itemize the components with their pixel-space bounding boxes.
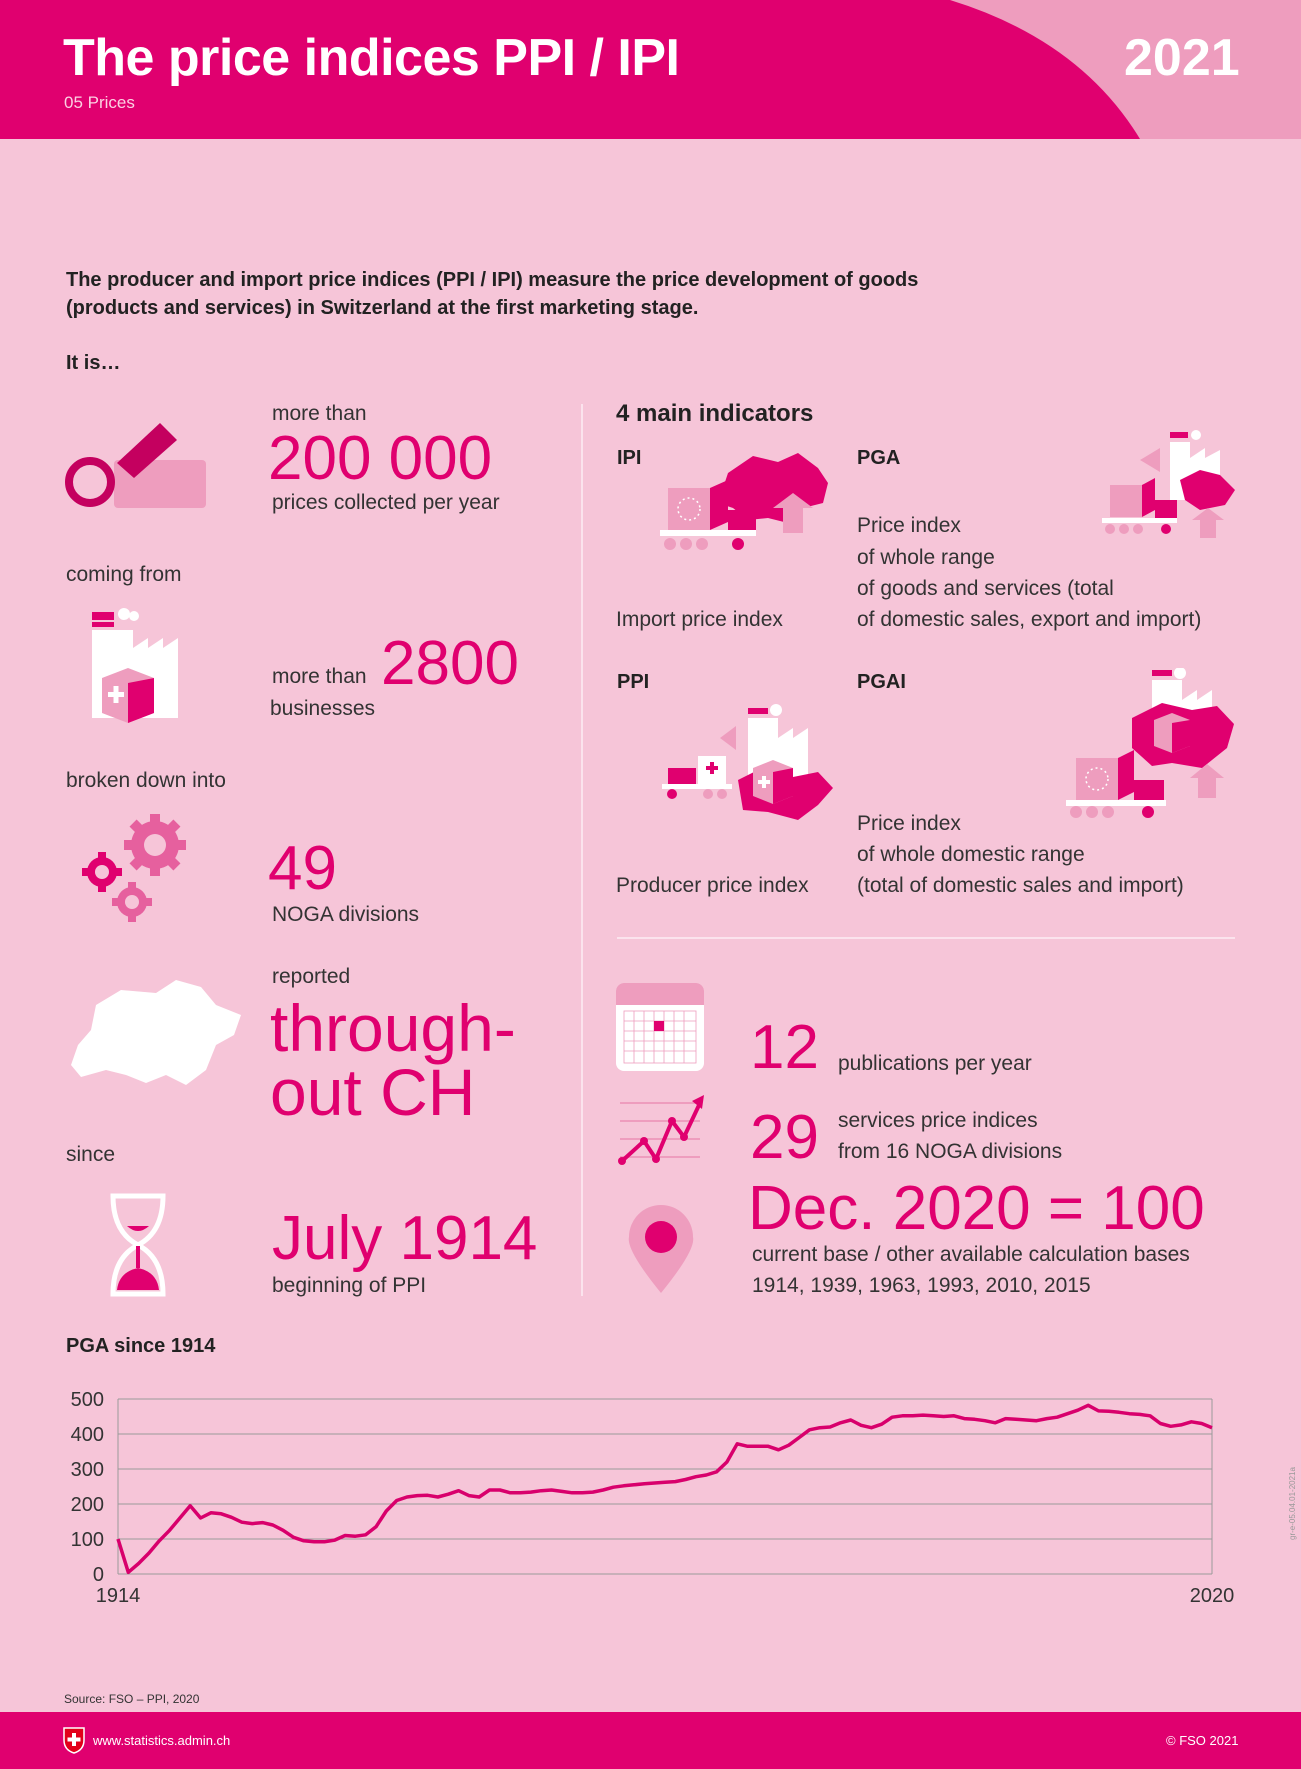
- pgai-combined-icon: [1066, 668, 1234, 818]
- header-decoration: [950, 0, 1301, 139]
- ppi-code: PPI: [617, 671, 650, 693]
- x-tick-label: 1914: [96, 1585, 141, 1607]
- ppi-desc: Producer price index: [616, 874, 809, 897]
- gears-icon: [82, 814, 186, 922]
- swiss-crest-icon: [63, 1727, 85, 1754]
- column-divider: [581, 404, 583, 1296]
- july-post: beginning of PPI: [272, 1274, 427, 1297]
- ipi-code: IPI: [617, 447, 642, 469]
- footer-copyright: © FSO 2021: [1166, 1733, 1239, 1748]
- reported-line2: out CH: [270, 1055, 476, 1129]
- base-label1: current base / other available calculati…: [752, 1243, 1190, 1266]
- footer-url-link[interactable]: www.statistics.admin.ch: [93, 1733, 231, 1748]
- reported-label: reported: [272, 965, 351, 988]
- indicators-heading: 4 main indicators: [616, 400, 814, 427]
- y-tick-label: 0: [93, 1564, 104, 1586]
- page-year: 2021: [1124, 29, 1240, 87]
- since-label: since: [66, 1143, 116, 1166]
- hourglass-icon: [110, 1193, 166, 1297]
- location-pin-icon: [628, 1205, 694, 1293]
- y-tick-label: 300: [71, 1459, 104, 1481]
- ipi-desc: Import price index: [616, 608, 783, 631]
- pgai-desc1: Price index: [857, 812, 961, 835]
- trend-chart-icon: [618, 1095, 704, 1165]
- footer-bar: [0, 1712, 1301, 1769]
- services-value: 29: [750, 1103, 819, 1172]
- businesses-value: 2800: [381, 629, 519, 698]
- document-code: gr-e-05.04.01-2021a: [1288, 1467, 1297, 1540]
- noga-value: 49: [268, 834, 337, 903]
- pubs-label: publications per year: [838, 1052, 1032, 1075]
- pga-desc1: Price index: [857, 514, 961, 537]
- it-is-label: It is…: [66, 352, 121, 374]
- noga-post: NOGA divisions: [272, 903, 420, 926]
- pga-desc3: of goods and services (total: [857, 577, 1114, 600]
- header-banner: [0, 0, 1301, 139]
- pubs-value: 12: [750, 1013, 819, 1082]
- series-line-pga: [116, 1403, 1213, 1575]
- source-note: Source: FSO – PPI, 2020: [64, 1692, 200, 1706]
- pga-desc4: of domestic sales, export and import): [857, 608, 1202, 631]
- broken-down-label: broken down into: [66, 769, 226, 792]
- y-tick-label: 400: [71, 1424, 104, 1446]
- businesses-post: businesses: [270, 697, 376, 720]
- july-value: July 1914: [272, 1204, 538, 1273]
- import-truck-icon: [660, 453, 828, 550]
- pga-combined-icon: [1102, 430, 1235, 538]
- pga-desc2: of whole range: [857, 546, 995, 569]
- calendar-icon: [616, 983, 704, 1071]
- pgai-desc2: of whole domestic range: [857, 843, 1085, 866]
- producer-factory-icon: [662, 704, 833, 820]
- businesses-pre: more than: [272, 665, 367, 688]
- prices-post: prices collected per year: [272, 491, 500, 514]
- services-label2: from 16 NOGA divisions: [838, 1140, 1063, 1163]
- switzerland-map-icon: [71, 980, 241, 1085]
- y-tick-label: 500: [71, 1389, 104, 1411]
- price-tag-icon: [65, 423, 206, 508]
- pgai-desc3: (total of domestic sales and import): [857, 874, 1184, 897]
- intro-text: The producer and import price indices (P…: [66, 269, 919, 319]
- prices-value: 200 000: [268, 424, 493, 493]
- y-tick-label: 200: [71, 1494, 104, 1516]
- chart-title: PGA since 1914: [66, 1335, 216, 1357]
- base-value: Dec. 2020 = 100: [748, 1174, 1205, 1243]
- reported-line1: through-: [270, 991, 516, 1065]
- prices-pre: more than: [272, 402, 367, 425]
- factory-icon: [92, 608, 178, 723]
- coming-from-label: coming from: [66, 563, 182, 586]
- x-tick-label: 2020: [1190, 1585, 1235, 1607]
- y-tick-label: 100: [71, 1529, 104, 1551]
- section-divider: [617, 937, 1235, 939]
- pga-code: PGA: [857, 447, 901, 469]
- pga-line-chart: 0 100 200 300 400 500 1914 2020: [71, 1389, 1235, 1607]
- pgai-code: PGAI: [857, 671, 906, 693]
- services-label1: services price indices: [838, 1109, 1038, 1132]
- page-subtitle: 05 Prices: [64, 93, 135, 112]
- base-label2: 1914, 1939, 1963, 1993, 2010, 2015: [752, 1274, 1091, 1297]
- page-title: The price indices PPI / IPI: [63, 29, 680, 87]
